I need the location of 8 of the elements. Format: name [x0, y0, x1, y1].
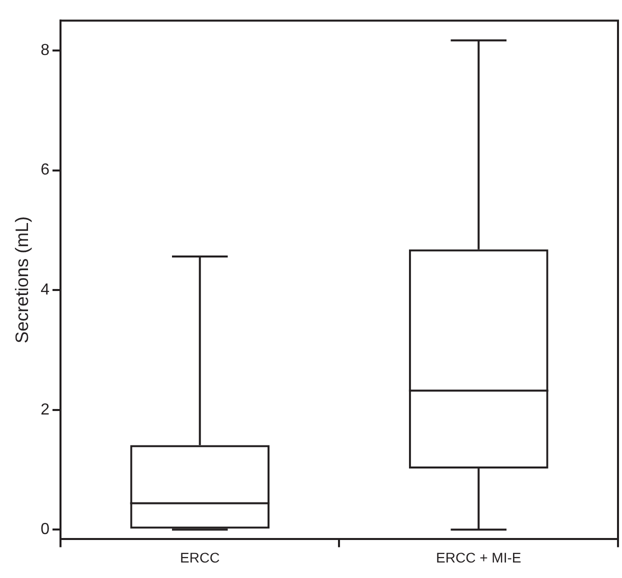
- y-tick-label: 6: [40, 162, 50, 179]
- x-tick-label: ERCC: [180, 549, 220, 566]
- y-tick-label: 8: [40, 42, 50, 59]
- y-tick-label: 0: [40, 521, 50, 538]
- x-tick-label: ERCC + MI-E: [436, 549, 522, 566]
- y-axis-title: Secretions (mL): [12, 216, 32, 344]
- y-tick-label: 2: [40, 401, 50, 418]
- y-tick-label: 4: [40, 281, 50, 298]
